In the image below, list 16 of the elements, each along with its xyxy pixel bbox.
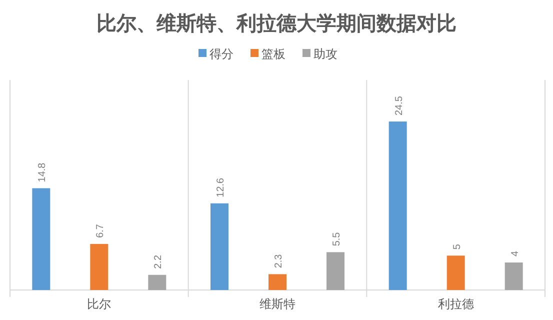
x-tick-label: 利拉德 bbox=[438, 297, 474, 311]
data-label: 6.7 bbox=[95, 224, 106, 238]
data-label: 2.2 bbox=[153, 254, 164, 269]
data-label: 5.5 bbox=[332, 232, 342, 246]
data-label: 12.6 bbox=[216, 178, 226, 198]
data-label: 5 bbox=[452, 244, 463, 250]
data-label: 24.5 bbox=[394, 96, 405, 116]
legend-label: 得分 bbox=[210, 47, 234, 61]
title: 比尔、维斯特、利拉德大学期间数据对比 bbox=[96, 13, 456, 35]
x-tick-label: 比尔 bbox=[87, 297, 112, 311]
x-tick-label: 维斯特 bbox=[260, 297, 296, 311]
data-label: 4 bbox=[510, 250, 521, 256]
data-label: 2.3 bbox=[274, 254, 284, 268]
legend-label: 篮板 bbox=[262, 47, 286, 61]
legend-label: 助攻 bbox=[314, 47, 338, 61]
data-label: 14.8 bbox=[37, 162, 48, 182]
